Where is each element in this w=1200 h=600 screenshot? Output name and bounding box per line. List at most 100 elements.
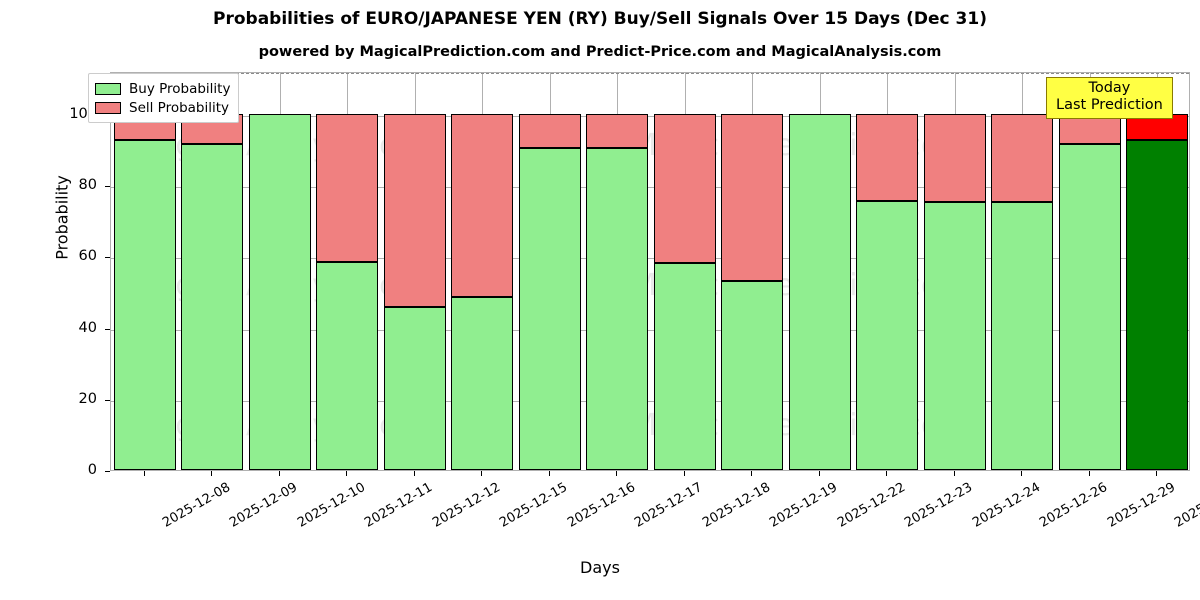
gridline-h: [111, 115, 1189, 117]
bar-segment-sell[interactable]: [856, 113, 919, 202]
today-annotation-box: Today Last Prediction: [1046, 77, 1173, 120]
bar-segment-buy[interactable]: [113, 140, 176, 470]
bar-segment-sell[interactable]: [383, 113, 446, 307]
x-tick-label: 2025-12-08: [159, 480, 233, 531]
bar-segment-buy[interactable]: [991, 201, 1054, 470]
x-tick-label: 2025-12-15: [497, 480, 571, 531]
x-tick-mark: [954, 471, 955, 476]
x-tick-mark: [684, 471, 685, 476]
y-tick-mark: [105, 399, 110, 401]
bar-segment-buy[interactable]: [316, 261, 379, 470]
bar-segment-sell[interactable]: [721, 113, 784, 281]
y-tick-label: 80: [78, 177, 97, 193]
legend-item-sell: Sell Probability: [95, 98, 230, 117]
bar-segment-buy[interactable]: [586, 148, 649, 470]
bar-segment-buy[interactable]: [451, 296, 514, 470]
legend-swatch-buy: [95, 82, 121, 95]
x-tick-label: 2025-12-12: [429, 480, 503, 531]
gridline-h: [111, 258, 1189, 260]
legend-swatch-sell: [95, 101, 121, 114]
bar-segment-buy[interactable]: [856, 201, 919, 470]
bar-segment-buy[interactable]: [181, 144, 244, 470]
plot-area: MagicalAnalysis.comMagicalPrediction.com…: [110, 72, 1190, 471]
gridline-h: [111, 400, 1189, 402]
bar-stack[interactable]: [991, 73, 1054, 470]
bar-segment-buy[interactable]: [1058, 144, 1121, 470]
bar-segment-sell[interactable]: [653, 113, 716, 264]
bar-segment-buy[interactable]: [1126, 140, 1189, 470]
x-tick-mark: [549, 471, 550, 476]
legend-item-buy: Buy Probability: [95, 79, 230, 98]
bar-stack[interactable]: [856, 73, 919, 470]
x-tick-label: 2025-12-18: [699, 480, 773, 531]
bar-stack[interactable]: [788, 73, 851, 470]
x-tick-mark: [1089, 471, 1090, 476]
x-tick-mark: [1156, 471, 1157, 476]
legend-label-sell: Sell Probability: [129, 99, 230, 116]
x-tick-mark: [144, 471, 145, 476]
y-tick-label: 40: [78, 319, 97, 336]
chart-legend: Buy Probability Sell Probability: [88, 73, 240, 123]
x-tick-label: 2025-12-23: [902, 480, 976, 531]
x-tick-label: 2025-12-19: [767, 480, 841, 531]
bar-segment-sell[interactable]: [991, 113, 1054, 202]
x-tick-label: 2025-12-24: [969, 480, 1043, 531]
x-tick-mark: [1021, 471, 1022, 476]
bar-segment-buy[interactable]: [721, 280, 784, 470]
bar-stack[interactable]: [518, 73, 581, 470]
bar-stack[interactable]: [721, 73, 784, 470]
y-tick-label: 20: [78, 390, 97, 407]
bar-stack[interactable]: [653, 73, 716, 470]
x-tick-label: 2025-12-29: [1104, 480, 1178, 531]
x-tick-label: 2025-12-10: [294, 480, 368, 531]
x-tick-label: 2025-12-09: [227, 480, 301, 531]
bar-stack[interactable]: [586, 73, 649, 470]
gridline-h: [111, 329, 1189, 331]
bar-stack[interactable]: [248, 73, 311, 470]
bar-stack[interactable]: [1058, 73, 1121, 470]
bar-segment-buy[interactable]: [923, 202, 986, 470]
bar-segment-buy[interactable]: [653, 263, 716, 470]
bar-segment-sell[interactable]: [518, 113, 581, 149]
x-tick-label: 2025-12-16: [564, 480, 638, 531]
chart-title: Probabilities of EURO/JAPANESE YEN (RY) …: [213, 9, 987, 29]
x-tick-label: 2025-12-17: [632, 480, 706, 531]
bar-segment-sell[interactable]: [586, 113, 649, 149]
bar-stack[interactable]: [923, 73, 986, 470]
x-tick-mark: [616, 471, 617, 476]
x-tick-mark: [751, 471, 752, 476]
bar-stack[interactable]: [451, 73, 514, 470]
bar-stack[interactable]: [383, 73, 446, 470]
bar-segment-buy[interactable]: [383, 306, 446, 470]
y-tick-mark: [105, 328, 110, 330]
y-tick-mark: [105, 186, 110, 187]
y-tick-label: 60: [78, 248, 97, 265]
bar-segment-buy[interactable]: [788, 113, 851, 470]
x-tick-mark: [481, 471, 482, 476]
chart-subtitle: powered by MagicalPrediction.com and Pre…: [258, 44, 942, 60]
x-tick-mark: [414, 471, 415, 476]
plot-inner: MagicalAnalysis.comMagicalPrediction.com…: [111, 73, 1189, 470]
y-axis-label: Probability: [52, 175, 72, 260]
y-tick-mark: [105, 471, 110, 472]
today-annotation-line1: Today: [1088, 80, 1131, 96]
bar-segment-buy[interactable]: [518, 148, 581, 470]
x-tick-mark: [346, 471, 347, 476]
bar-segment-sell[interactable]: [316, 113, 379, 262]
bar-stack[interactable]: [1126, 73, 1189, 470]
x-tick-label: 2025-12-30: [1172, 480, 1200, 531]
x-tick-label: 2025-12-22: [834, 480, 908, 531]
x-tick-label: 2025-12-11: [362, 480, 436, 531]
y-tick-mark: [105, 257, 110, 259]
bar-stack[interactable]: [316, 73, 379, 470]
x-axis-label: Days: [580, 558, 620, 577]
x-tick-mark: [279, 471, 280, 476]
bar-stack[interactable]: [113, 73, 176, 470]
y-tick-label: 0: [87, 462, 97, 478]
x-tick-label: 2025-12-26: [1037, 480, 1111, 531]
bar-stack[interactable]: [181, 73, 244, 470]
threshold-dashed-line: [111, 73, 1189, 74]
bar-segment-buy[interactable]: [248, 113, 311, 470]
bar-segment-sell[interactable]: [451, 113, 514, 297]
bar-segment-sell[interactable]: [923, 113, 986, 203]
